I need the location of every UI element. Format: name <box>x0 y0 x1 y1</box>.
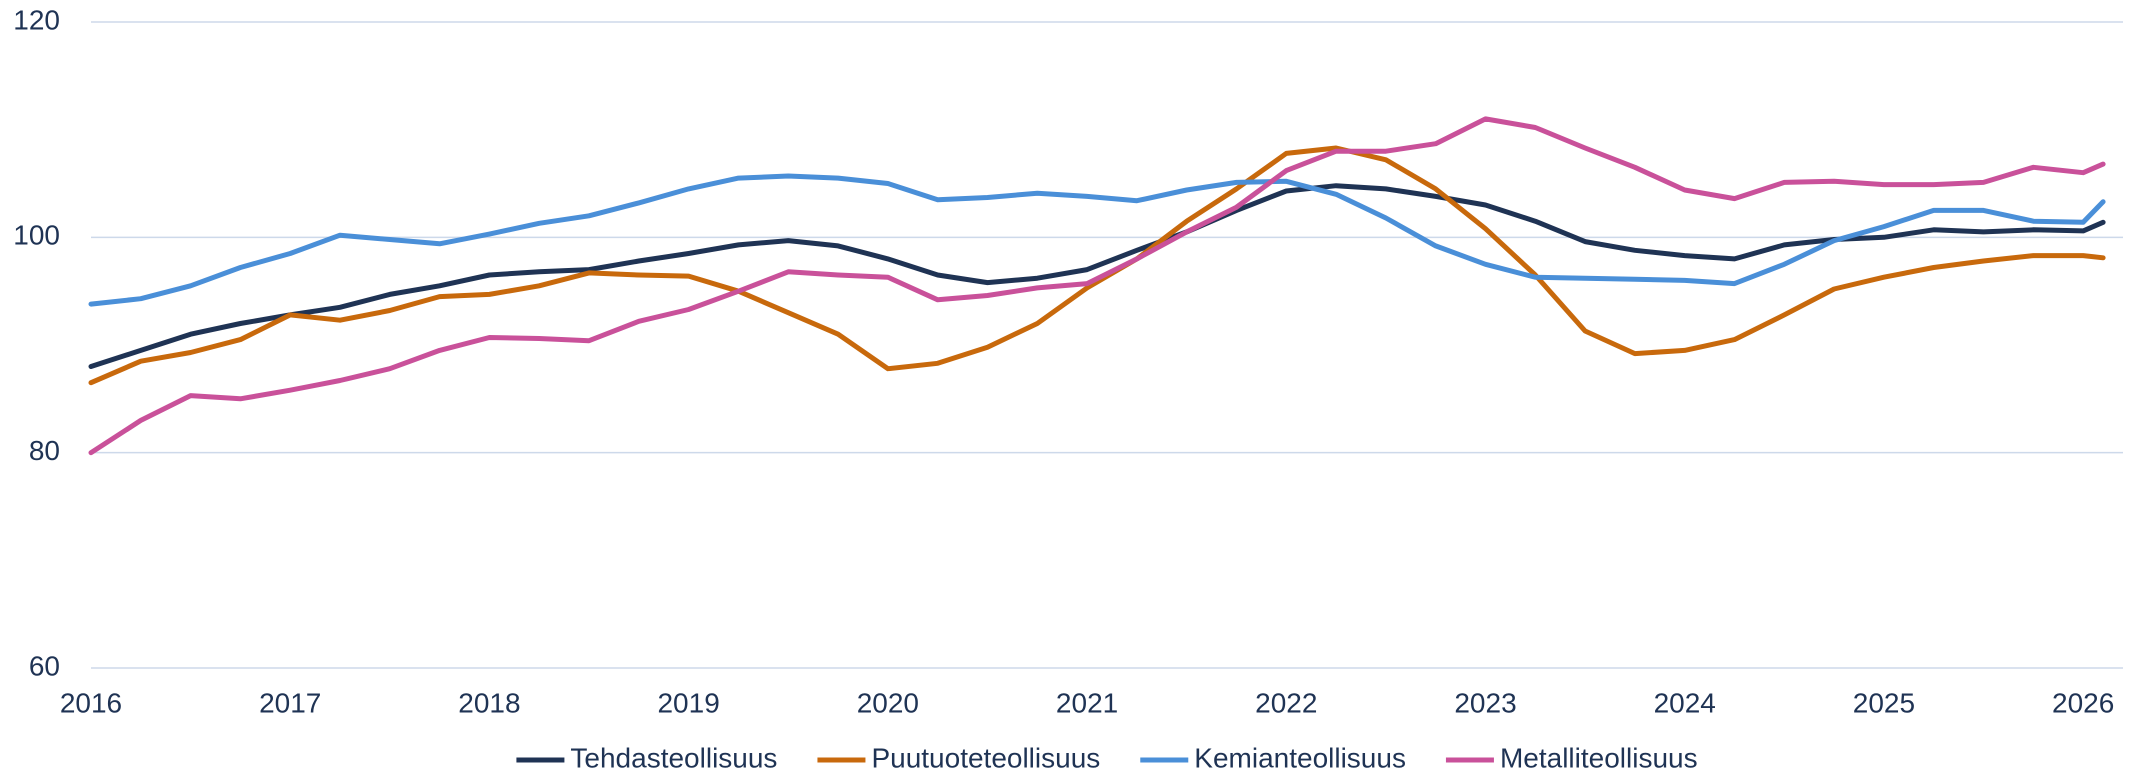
legend-label: Kemianteollisuus <box>1194 742 1406 773</box>
legend-label: Tehdasteollisuus <box>570 742 777 773</box>
y-tick-label: 80 <box>29 435 60 466</box>
x-tick-label: 2019 <box>657 687 719 718</box>
y-tick-label: 60 <box>29 650 60 681</box>
x-tick-label: 2016 <box>60 687 122 718</box>
x-tick-label: 2022 <box>1255 687 1317 718</box>
x-tick-label: 2021 <box>1056 687 1118 718</box>
legend-label: Puutuoteteollisuus <box>871 742 1100 773</box>
series-line <box>88 183 2106 369</box>
x-tick-label: 2025 <box>1853 687 1915 718</box>
y-tick-label: 120 <box>13 4 60 35</box>
x-tick-label: 2018 <box>458 687 520 718</box>
x-tick-label: 2024 <box>1654 687 1716 718</box>
x-tick-label: 2020 <box>857 687 919 718</box>
legend-label: Metalliteollisuus <box>1500 742 1698 773</box>
x-tick-label: 2017 <box>259 687 321 718</box>
x-tick-label: 2023 <box>1454 687 1516 718</box>
legend: Tehdasteollisuus Puutuoteteollisuus Kemian… <box>516 742 1698 773</box>
series-line <box>88 116 2106 456</box>
y-tick-label: 100 <box>13 220 60 251</box>
series-line <box>88 173 2106 307</box>
x-tick-label: 2026 <box>2052 687 2114 718</box>
